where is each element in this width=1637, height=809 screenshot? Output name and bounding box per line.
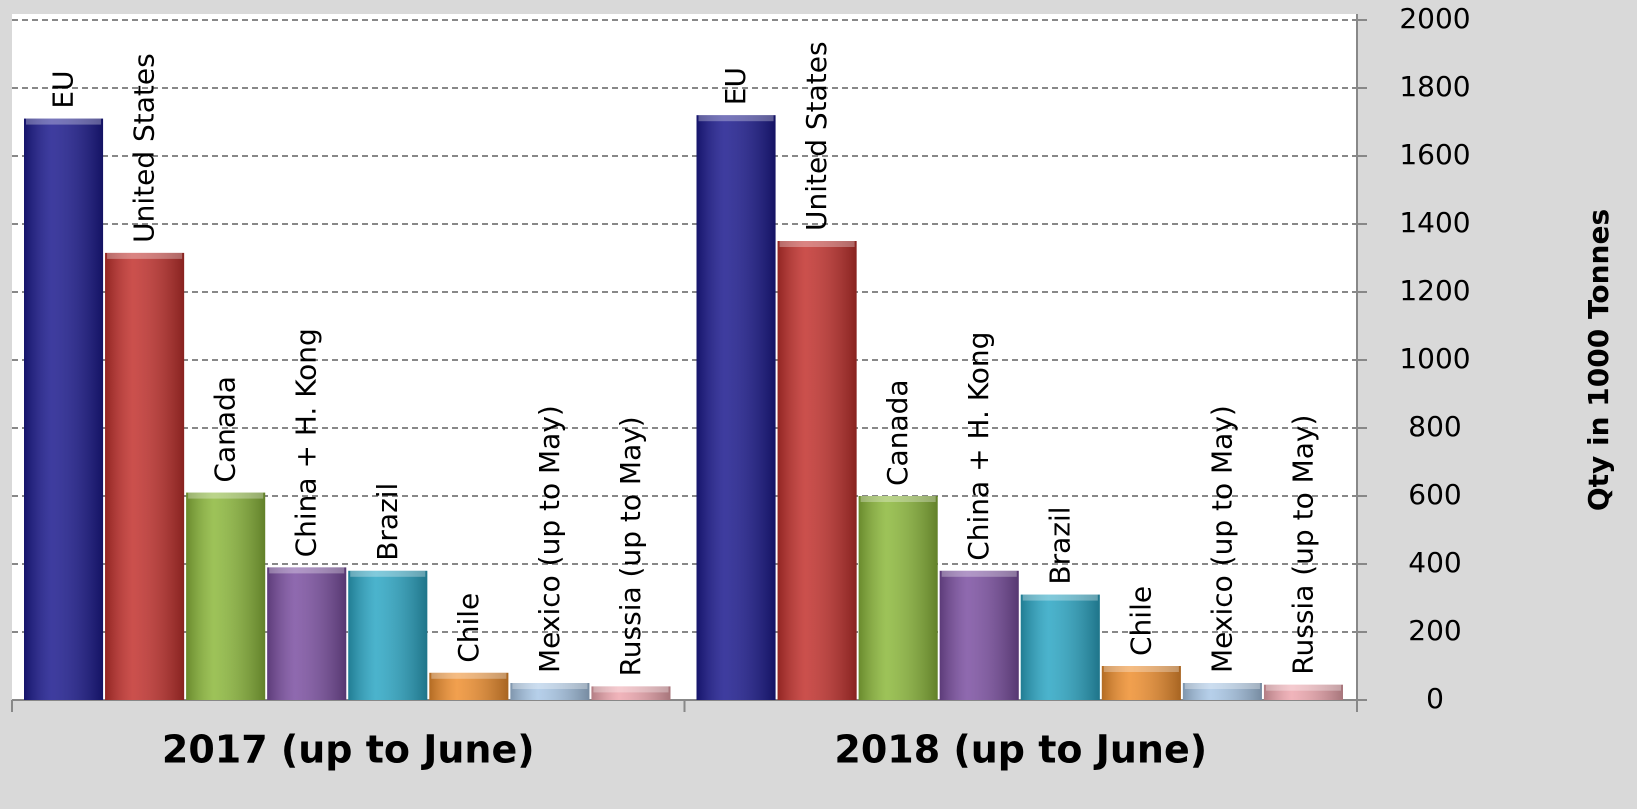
y-tick-label: 200 <box>1408 614 1461 647</box>
bar-label: Russia (up to May) <box>614 416 647 676</box>
bar-sheen <box>591 686 671 700</box>
bar-cap <box>1103 666 1179 672</box>
y-tick-label: 1000 <box>1399 342 1470 375</box>
bar-label: Brazil <box>371 483 404 561</box>
y-tick-label: 400 <box>1408 546 1461 579</box>
bar-sheen <box>939 570 1019 700</box>
bar-label: Canada <box>881 379 914 486</box>
bar-cap <box>860 496 936 502</box>
bar-sheen <box>24 118 104 701</box>
bar-label: United States <box>800 41 833 231</box>
bar-cap <box>26 118 102 125</box>
bar-label: China + H. Kong <box>290 328 323 557</box>
bar-cap <box>188 492 264 499</box>
bar-label: China + H. Kong <box>962 332 995 561</box>
bar-cap <box>1184 683 1260 689</box>
bar-cap <box>941 570 1017 577</box>
x-tick-label: 2017 (up to June) <box>162 728 535 772</box>
bar-cap <box>269 567 345 574</box>
bar-label: EU <box>47 70 80 108</box>
bar-sheen <box>696 115 776 700</box>
bar-cap <box>1022 594 1098 601</box>
bar-sheen <box>105 252 185 700</box>
bar-sheen <box>1101 666 1181 700</box>
bar-cap <box>698 115 774 122</box>
bar-cap <box>350 570 426 577</box>
bar-sheen <box>1182 683 1262 700</box>
bar-sheen <box>1020 594 1100 700</box>
bar-label: Brazil <box>1043 506 1076 584</box>
y-tick-label: 1600 <box>1399 138 1470 171</box>
bar-cap <box>779 241 855 247</box>
bar-cap <box>593 686 669 693</box>
y-tick-label: 0 <box>1426 682 1444 715</box>
bar-cap <box>1265 684 1341 691</box>
bar-cap <box>512 683 588 689</box>
bar-sheen <box>1263 684 1343 700</box>
y-tick-label: 1200 <box>1399 274 1470 307</box>
y-axis-title: Qty in 1000 Tonnes <box>1582 209 1615 511</box>
bar-sheen <box>186 492 266 700</box>
y-tick-label: 1400 <box>1399 206 1470 239</box>
bar-sheen <box>429 672 509 700</box>
bar-cap <box>107 252 183 259</box>
bar-label: Chile <box>452 593 485 663</box>
bar-label: Canada <box>209 376 242 483</box>
y-tick-label: 600 <box>1408 478 1461 511</box>
bar-sheen <box>348 570 428 700</box>
y-tick-label: 1800 <box>1399 70 1470 103</box>
bar-sheen <box>267 567 347 700</box>
bar-sheen <box>777 241 857 700</box>
y-tick-label: 800 <box>1408 410 1461 443</box>
y-tick-label: 2000 <box>1399 2 1470 35</box>
bar-cap <box>431 672 507 679</box>
bar-label: Mexico (up to May) <box>533 405 566 673</box>
bar-label: Mexico (up to May) <box>1205 405 1238 673</box>
bar-label: Chile <box>1124 586 1157 656</box>
x-tick-label: 2018 (up to June) <box>834 728 1207 772</box>
bar-sheen <box>858 496 938 700</box>
bar-label: EU <box>719 67 752 105</box>
bar-label: Russia (up to May) <box>1286 415 1319 675</box>
bar-sheen <box>510 683 590 700</box>
bar-label: United States <box>128 53 161 243</box>
